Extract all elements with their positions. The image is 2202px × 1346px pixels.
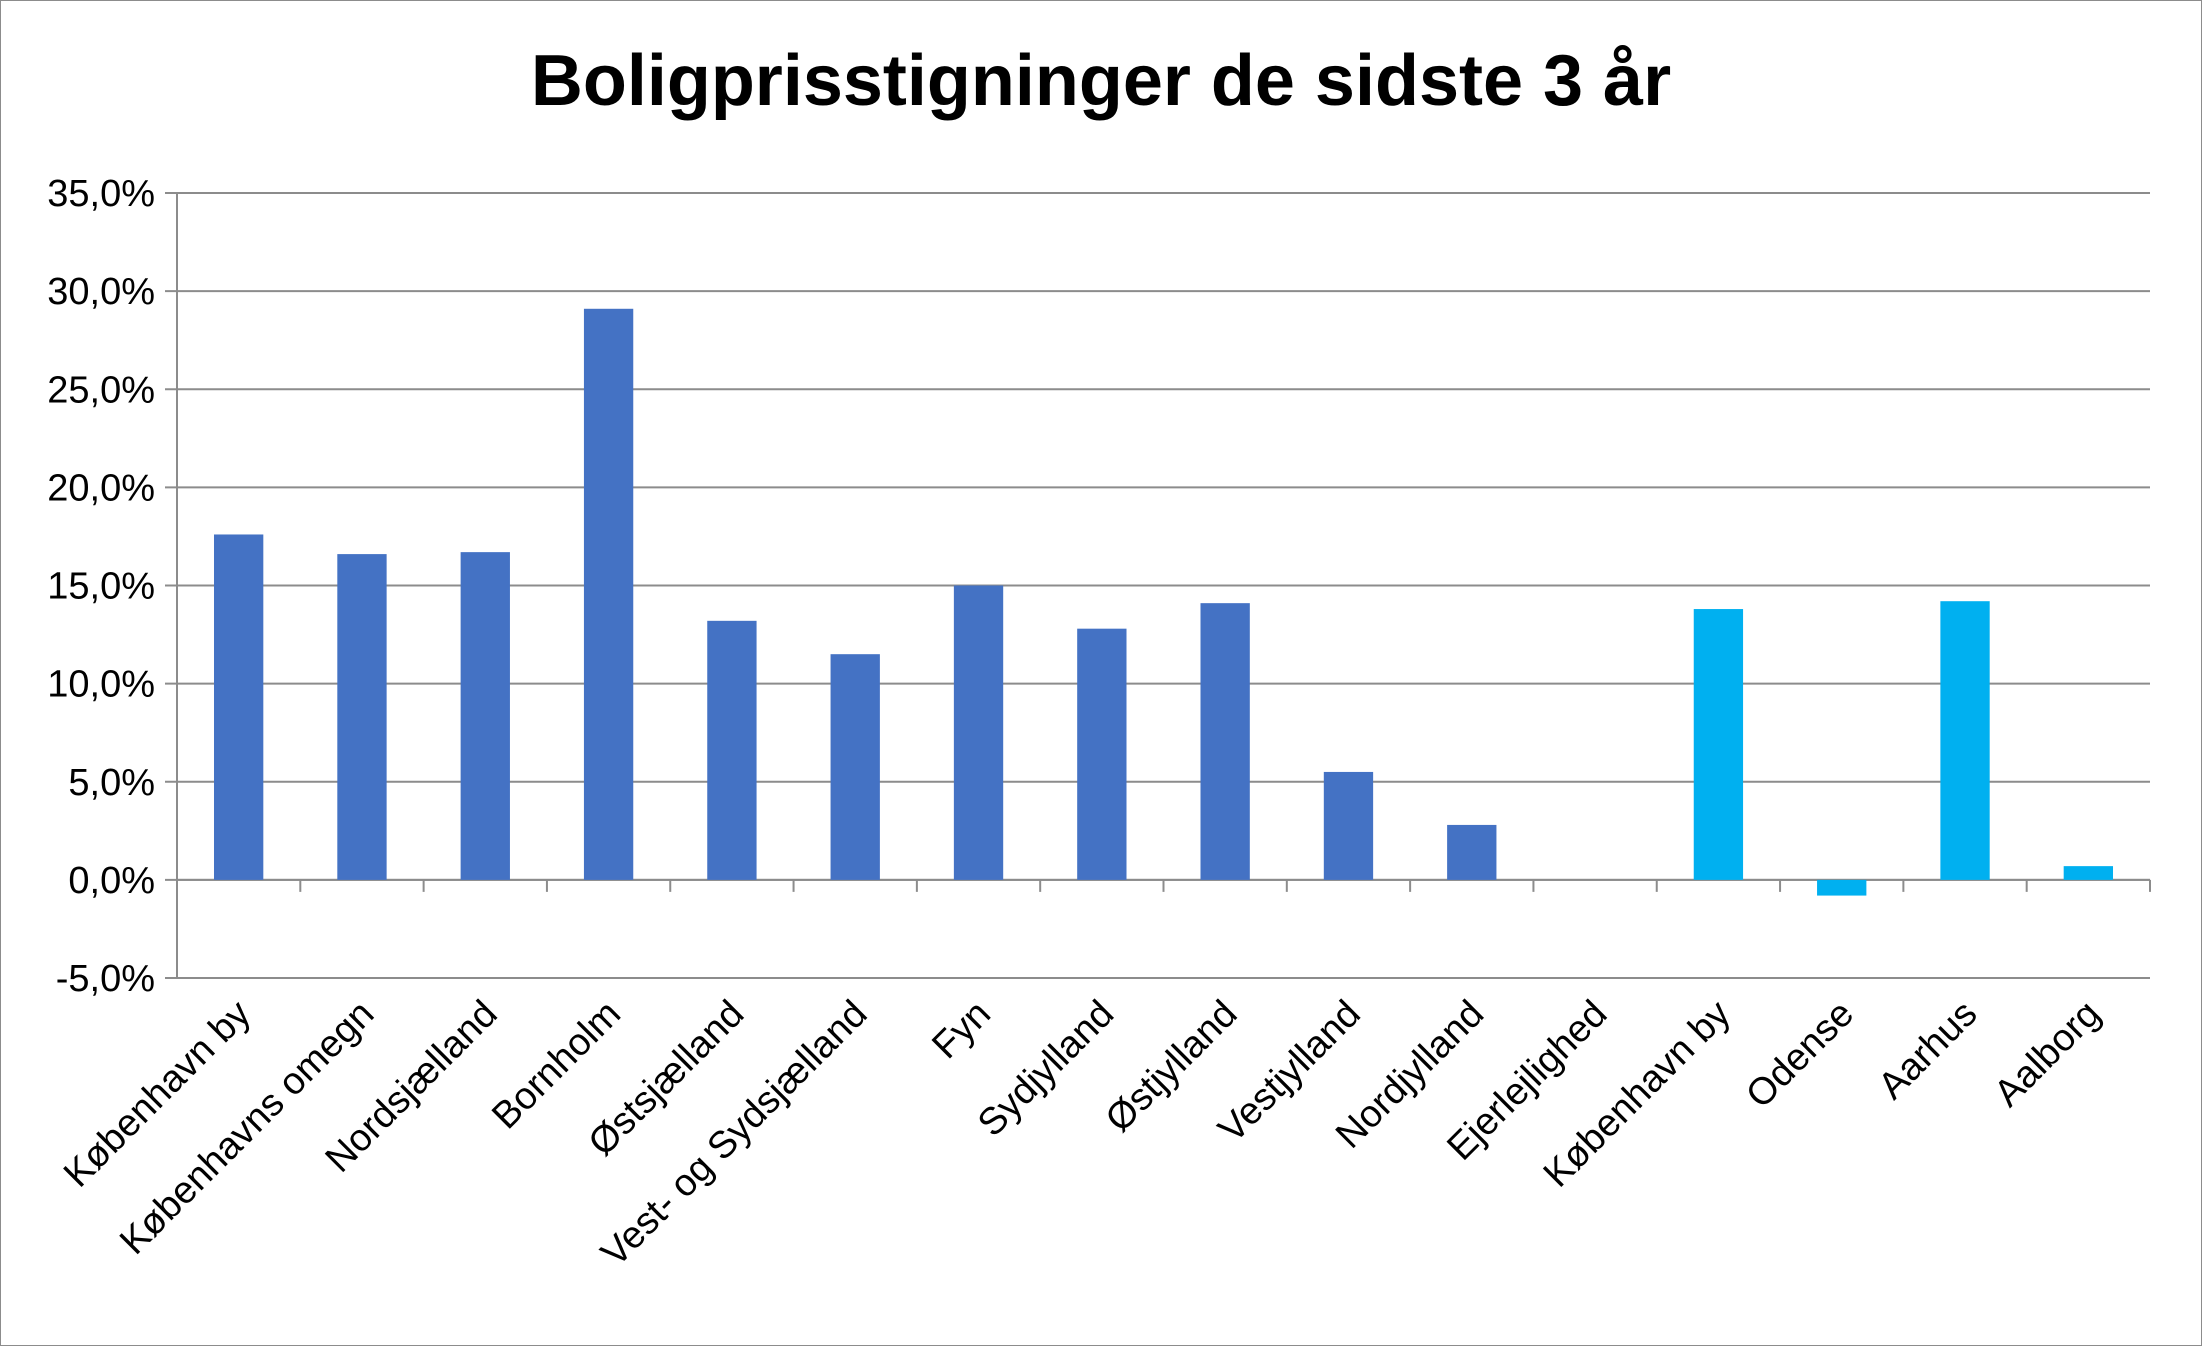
y-tick-label: 10,0% <box>47 664 155 706</box>
x-tick-label: Sydjylland <box>970 993 1122 1145</box>
bar <box>1693 609 1744 880</box>
bar <box>2063 866 2114 880</box>
bar <box>1940 601 1990 880</box>
x-tick-label: Aarhus <box>1871 993 1986 1108</box>
bar <box>707 620 757 880</box>
y-tick-label: -5,0% <box>56 958 155 1000</box>
bar <box>1817 879 1867 896</box>
bar <box>213 534 264 880</box>
y-tick-label: 0,0% <box>68 860 155 902</box>
chart-title: Boligprisstigninger de sidste 3 år <box>530 41 1672 121</box>
bar <box>1200 603 1250 880</box>
x-tick-label: Aalborg <box>1986 993 2108 1115</box>
bar <box>460 552 510 880</box>
y-tick-label: 25,0% <box>47 369 155 411</box>
bar <box>1447 824 1497 880</box>
y-tick-label: 30,0% <box>47 271 155 313</box>
bars <box>213 308 2114 896</box>
y-tick-label: 35,0% <box>47 173 155 215</box>
x-tick-label: Odense <box>1738 993 1862 1117</box>
y-tick-label: 20,0% <box>47 467 155 509</box>
bar <box>953 585 1004 880</box>
bar <box>830 654 880 880</box>
bar <box>1323 771 1374 880</box>
y-tick-labels: -5,0% 0,0% 5,0% 10,0% 15,0% 20,0% 25,0% 30,0% 35… <box>47 173 155 1000</box>
bar <box>583 308 634 880</box>
bar <box>337 554 387 880</box>
bar <box>1077 628 1127 880</box>
x-tick-label: Fyn <box>924 993 999 1068</box>
y-tick-label: 15,0% <box>47 566 155 608</box>
y-tick-label: 5,0% <box>68 762 155 804</box>
